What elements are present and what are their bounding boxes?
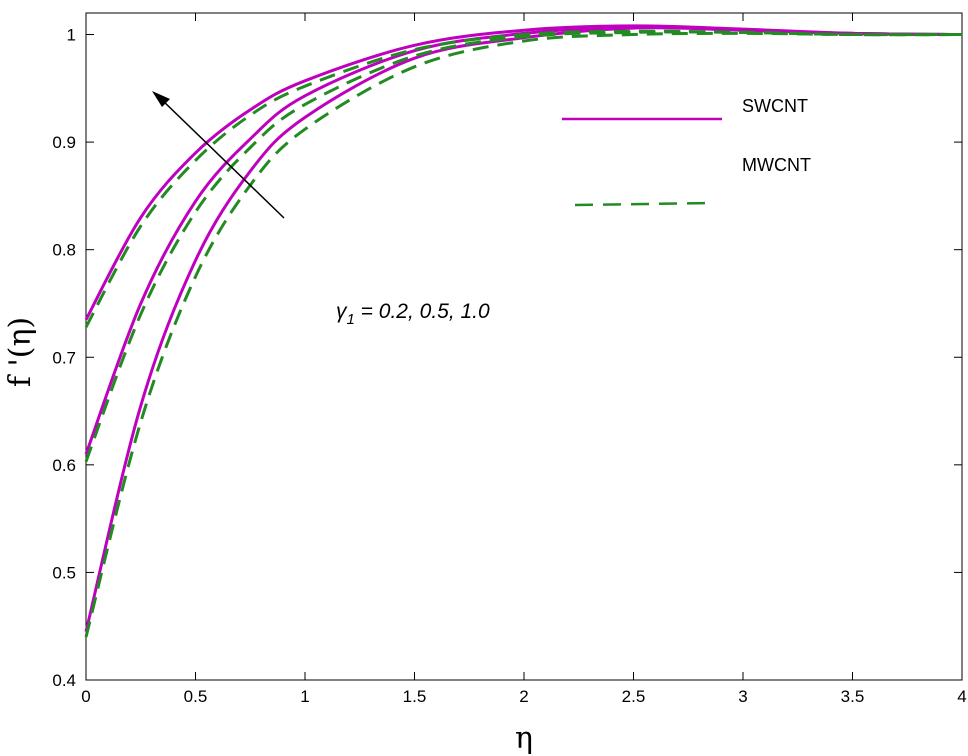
x-tick-label: 4 [957,687,966,706]
x-tick-label: 0.5 [184,687,208,706]
y-tick-label: 1 [67,26,76,45]
annotation-arrow [152,91,285,219]
x-tick-label: 2 [519,687,528,706]
gamma-symbol: γ [336,300,348,323]
legend-mwcnt-swatch [574,201,716,207]
gamma-values: = 0.2, 0.5, 1.0 [355,300,490,323]
y-tick-label: 0.6 [52,456,76,475]
x-tick-label: 2.5 [622,687,646,706]
x-tick-label: 0 [81,687,90,706]
gamma-subscript: 1 [347,311,355,328]
legend: SWCNT MWCNT [562,96,811,207]
y-tick-label: 0.9 [52,133,76,152]
x-tick-label: 1 [300,687,309,706]
x-tick-label: 3 [738,687,747,706]
arrow-head [152,91,170,107]
x-tick-label: 1.5 [403,687,427,706]
y-tick-label: 0.8 [52,241,76,260]
legend-swcnt-label: SWCNT [742,96,808,116]
series-line-mwcnt-gamma-0-2 [84,31,963,638]
series-line-swcnt-gamma-1 [84,24,963,321]
y-axis-label: f '(η) [3,317,38,387]
x-axis-label: η [515,721,533,756]
legend-mwcnt-label: MWCNT [742,155,811,175]
axis-ticks: 0 0.5 1 1.5 2 2.5 3 3.5 4 0.4 0.5 0.6 0.7 0.8 0.9 1 [52,13,967,706]
y-tick-label: 0.5 [52,563,76,582]
y-tick-label: 0.7 [52,348,76,367]
arrow-shaft [159,97,285,219]
gamma-annotation: γ1 = 0.2, 0.5, 1.0 [336,300,490,328]
x-tick-label: 3.5 [841,687,865,706]
series-layer [84,24,963,638]
y-tick-label: 0.4 [52,671,76,690]
